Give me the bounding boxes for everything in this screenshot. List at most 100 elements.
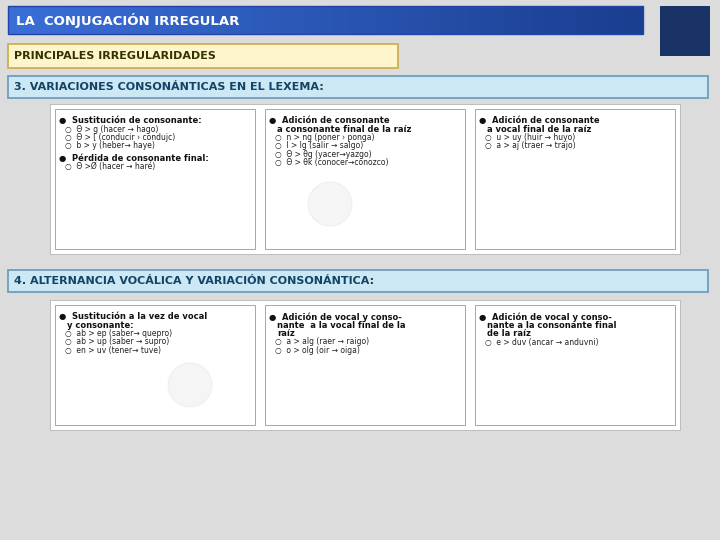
Text: a vocal final de la raíz: a vocal final de la raíz bbox=[487, 125, 591, 133]
Bar bbox=[560, 6, 564, 34]
Text: ●  Adición de consonante: ● Adición de consonante bbox=[269, 116, 390, 125]
Bar bbox=[557, 6, 561, 34]
Text: a consonante final de la raíz: a consonante final de la raíz bbox=[277, 125, 411, 133]
Bar bbox=[297, 6, 301, 34]
Bar bbox=[50, 300, 680, 430]
Bar bbox=[8, 6, 12, 34]
Bar bbox=[167, 6, 171, 34]
Bar bbox=[100, 6, 104, 34]
Bar bbox=[55, 109, 255, 249]
Bar bbox=[49, 6, 53, 34]
Bar bbox=[68, 6, 72, 34]
Bar bbox=[573, 6, 577, 34]
Text: ○  n > ng (poner › ponga): ○ n > ng (poner › ponga) bbox=[275, 133, 374, 142]
Bar bbox=[660, 6, 710, 56]
Text: ●  Adición de consonante: ● Adición de consonante bbox=[479, 116, 600, 125]
Bar bbox=[513, 6, 516, 34]
Bar bbox=[300, 6, 304, 34]
Bar bbox=[103, 6, 107, 34]
Bar bbox=[576, 6, 580, 34]
Bar bbox=[472, 6, 475, 34]
Bar bbox=[328, 6, 333, 34]
Bar bbox=[192, 6, 196, 34]
Bar bbox=[364, 6, 367, 34]
Bar bbox=[224, 6, 228, 34]
Text: ○  a > aj (traer → trajo): ○ a > aj (traer → trajo) bbox=[485, 141, 575, 151]
Bar bbox=[138, 6, 142, 34]
Bar bbox=[55, 6, 59, 34]
Text: PRINCIPALES IRREGULARIDADES: PRINCIPALES IRREGULARIDADES bbox=[14, 51, 216, 61]
Bar bbox=[246, 6, 250, 34]
Bar bbox=[141, 6, 145, 34]
Text: ○  Θ > g (hacer → hago): ○ Θ > g (hacer → hago) bbox=[65, 125, 158, 133]
Bar bbox=[497, 6, 500, 34]
Bar bbox=[395, 6, 399, 34]
Bar bbox=[465, 6, 469, 34]
Bar bbox=[544, 6, 548, 34]
Bar bbox=[262, 6, 266, 34]
Bar bbox=[211, 6, 215, 34]
Bar bbox=[8, 270, 708, 292]
Bar bbox=[151, 6, 155, 34]
Bar bbox=[217, 6, 221, 34]
Bar bbox=[176, 6, 180, 34]
Bar bbox=[494, 6, 498, 34]
Bar bbox=[307, 6, 310, 34]
Text: LA  CONJUGACIÓN IRREGULAR: LA CONJUGACIÓN IRREGULAR bbox=[16, 12, 239, 28]
Bar bbox=[348, 6, 351, 34]
Bar bbox=[170, 6, 174, 34]
Bar bbox=[271, 6, 275, 34]
Bar bbox=[567, 6, 570, 34]
Text: ●  Pérdida de consonante final:: ● Pérdida de consonante final: bbox=[59, 154, 209, 163]
Text: ○  u > uy (huir → huyo): ○ u > uy (huir → huyo) bbox=[485, 133, 575, 142]
Bar bbox=[227, 6, 230, 34]
Bar bbox=[173, 6, 177, 34]
Bar bbox=[78, 6, 81, 34]
Text: ○  Θ > θk (conocer→conozco): ○ Θ > θk (conocer→conozco) bbox=[275, 159, 389, 167]
Bar bbox=[605, 6, 608, 34]
Bar bbox=[230, 6, 234, 34]
Bar bbox=[8, 6, 643, 34]
Text: ○  b > y (heber→ haye): ○ b > y (heber→ haye) bbox=[65, 141, 155, 151]
Bar bbox=[427, 6, 431, 34]
Bar bbox=[233, 6, 237, 34]
Bar bbox=[370, 6, 374, 34]
Bar bbox=[459, 6, 462, 34]
Polygon shape bbox=[168, 363, 212, 407]
Bar bbox=[373, 6, 377, 34]
Bar bbox=[294, 6, 297, 34]
Bar bbox=[611, 6, 615, 34]
Bar bbox=[50, 104, 680, 254]
Bar bbox=[183, 6, 186, 34]
Bar bbox=[474, 6, 478, 34]
Text: ○  en > uv (tener→ tuve): ○ en > uv (tener→ tuve) bbox=[65, 346, 161, 355]
Text: de la raíz: de la raíz bbox=[487, 329, 531, 338]
Bar bbox=[91, 6, 94, 34]
Bar bbox=[338, 6, 342, 34]
Bar bbox=[163, 6, 167, 34]
Bar bbox=[208, 6, 212, 34]
Bar bbox=[408, 6, 412, 34]
Text: y consonante:: y consonante: bbox=[67, 321, 134, 329]
Bar bbox=[528, 6, 532, 34]
Bar bbox=[551, 6, 554, 34]
Bar bbox=[420, 6, 424, 34]
Bar bbox=[265, 305, 465, 425]
Bar bbox=[8, 44, 398, 68]
Text: 3. VARIACIONES CONSONÁNTICAS EN EL LEXEMA:: 3. VARIACIONES CONSONÁNTICAS EN EL LEXEM… bbox=[14, 82, 324, 92]
Bar bbox=[258, 6, 263, 34]
Bar bbox=[411, 6, 415, 34]
Bar bbox=[506, 6, 510, 34]
Bar bbox=[303, 6, 307, 34]
Text: nante  a la vocal final de la: nante a la vocal final de la bbox=[277, 321, 405, 329]
Bar bbox=[195, 6, 199, 34]
Text: ○  e > duv (ancar → anduvni): ○ e > duv (ancar → anduvni) bbox=[485, 338, 598, 347]
Bar bbox=[548, 6, 552, 34]
Bar bbox=[275, 6, 279, 34]
Bar bbox=[323, 6, 326, 34]
Text: ●  Adición de vocal y conso-: ● Adición de vocal y conso- bbox=[479, 312, 612, 321]
Bar bbox=[119, 6, 123, 34]
Bar bbox=[452, 6, 456, 34]
Bar bbox=[341, 6, 345, 34]
Bar bbox=[148, 6, 151, 34]
